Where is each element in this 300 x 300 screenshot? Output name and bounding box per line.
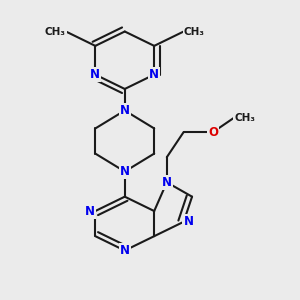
Text: N: N (162, 176, 172, 189)
Text: O: O (208, 125, 218, 139)
Text: N: N (120, 244, 130, 257)
Text: N: N (90, 68, 100, 81)
Text: N: N (85, 205, 95, 218)
Text: CH₃: CH₃ (184, 26, 205, 37)
Text: N: N (120, 104, 130, 117)
Text: N: N (120, 165, 130, 178)
Text: N: N (184, 215, 194, 228)
Text: CH₃: CH₃ (45, 26, 66, 37)
Text: CH₃: CH₃ (234, 113, 255, 123)
Text: N: N (149, 68, 159, 81)
